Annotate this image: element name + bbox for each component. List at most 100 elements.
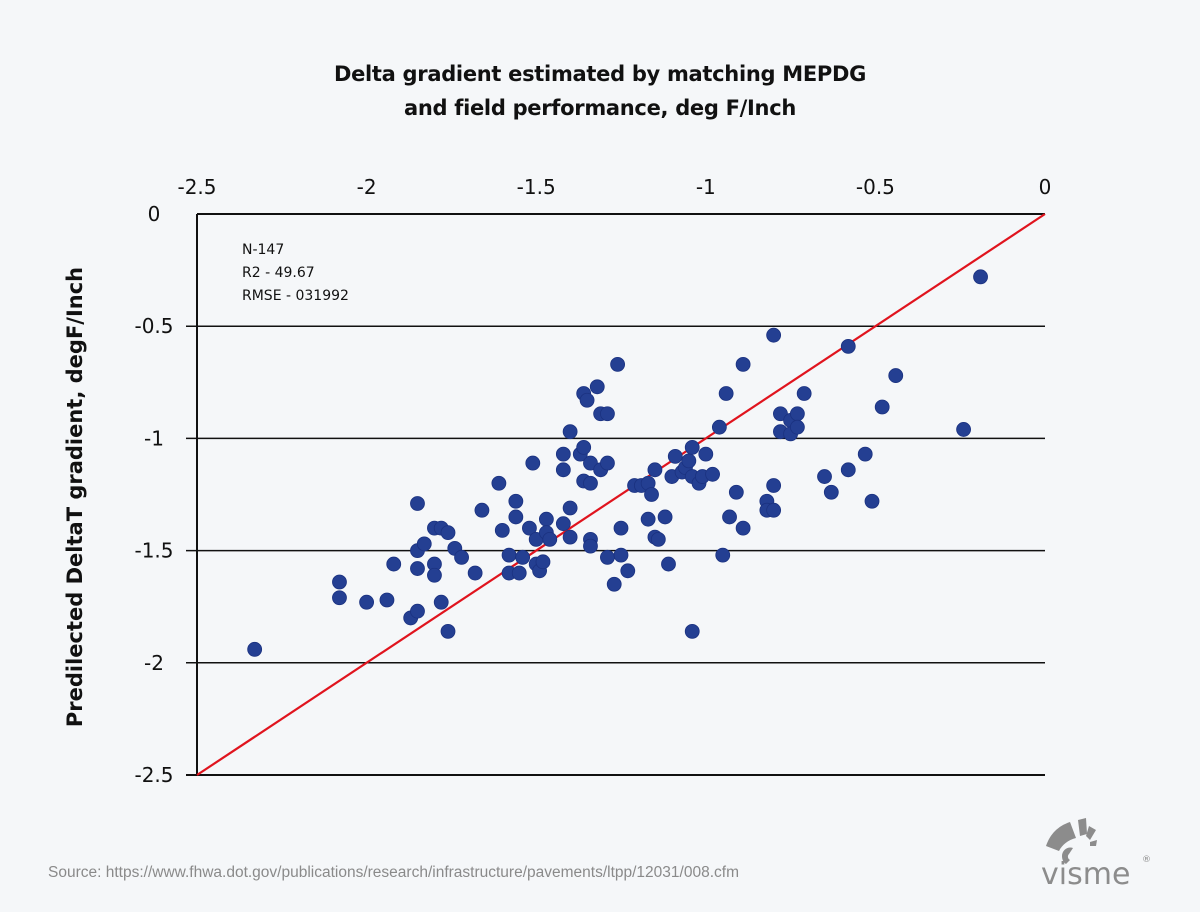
data-point [332,574,347,590]
data-point [715,547,731,563]
data-point [684,439,700,455]
y-tick-label: -1 [144,426,164,450]
data-point [650,531,666,547]
reference-line-equality [196,213,1046,776]
visme-logo[interactable]: visme ® [1041,818,1151,892]
data-point [789,419,805,435]
data-point [698,446,714,462]
data-point [620,563,636,579]
data-points [247,269,988,657]
data-point [535,554,551,570]
data-point [555,462,571,478]
data-point [657,509,673,525]
data-point [454,549,469,565]
data-point [817,469,832,484]
data-point [735,356,751,372]
x-tick-label: -2.5 [177,175,216,199]
data-point [681,453,697,469]
data-point [491,475,507,491]
data-point [973,269,988,285]
data-point [501,547,517,563]
data-point [711,419,727,435]
data-point [583,455,598,471]
data-point [579,392,595,408]
data-point [600,406,615,422]
data-point [440,623,456,639]
stats-annotation: N-147 R2 - 49.67 RMSE - 031992 [242,242,349,304]
visme-logo-mark-icon [1046,818,1097,864]
data-point [416,536,432,552]
data-point [494,523,510,538]
data-point [796,386,812,401]
data-point [722,509,737,525]
data-point [667,448,683,464]
data-point [840,462,856,478]
data-point [840,338,856,354]
y-tick-label: -0.5 [134,314,173,338]
data-point [538,511,554,527]
data-point [379,592,395,608]
data-point [640,511,656,527]
data-point [766,327,782,343]
data-point [583,475,598,491]
data-point [684,623,700,639]
data-point [647,462,663,478]
data-point [332,590,347,606]
data-point [515,549,531,565]
data-point [359,594,375,610]
data-point [728,484,744,500]
stats-r2: R2 - 49.67 [242,265,315,281]
data-point [661,556,676,572]
x-tick-label: 0 [1039,175,1052,199]
data-point [562,424,578,440]
y-axis-label: Predilected DeltaT gradient, degF/Inch [63,267,87,727]
data-point [410,603,425,619]
data-point [773,406,788,422]
data-point [864,493,880,509]
data-point [874,399,890,415]
data-point [410,561,425,576]
y-tick-label: -2 [144,651,164,675]
source-citation[interactable]: Source: https://www.fhwa.dot.gov/publica… [48,864,739,881]
data-point [555,516,571,532]
x-tick-label: -1 [696,175,716,199]
data-point [508,493,524,509]
data-point [600,549,615,565]
data-point [718,386,734,401]
data-point [956,422,971,437]
data-point [823,484,839,500]
data-point [410,496,425,511]
y-tick-label: 0 [148,202,161,226]
chart-title-line-1: Delta gradient estimated by matching MEP… [334,62,866,86]
data-point [467,565,483,581]
data-point [606,576,622,592]
data-point [705,466,720,482]
data-point [562,529,578,545]
data-point [735,520,751,536]
data-point [766,502,782,518]
y-axis-tick-labels: 0 -0.5 -1 -1.5 -2 -2.5 [134,202,173,787]
data-point [857,446,873,462]
data-point [644,487,659,502]
data-point [427,567,442,583]
data-point [542,531,558,547]
data-point [600,455,615,471]
data-point [440,525,456,541]
data-point [610,356,626,372]
y-tick-label: -1.5 [134,539,173,563]
data-point [522,520,537,536]
data-point [386,556,402,572]
data-point [511,565,527,581]
data-point [766,478,782,493]
data-point [562,500,578,516]
visme-logo-text: visme [1041,857,1130,892]
stats-n: N-147 [242,242,284,258]
y-tick-label: -2.5 [134,763,173,787]
data-point [589,379,605,395]
data-point [613,547,629,563]
x-axis-tick-labels: -2.5 -2 -1.5 -1 -0.5 0 [177,175,1051,199]
data-point [576,439,592,455]
x-tick-label: -1.5 [517,175,556,199]
data-point [433,594,449,610]
